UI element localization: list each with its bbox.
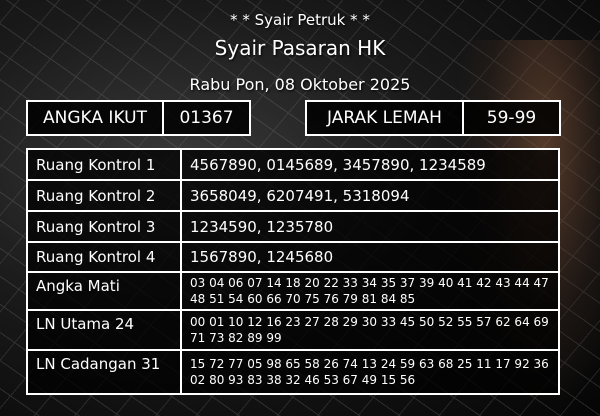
row-value: 00 01 10 12 16 23 27 28 29 30 33 45 50 5… <box>180 309 560 351</box>
row-label: LN Utama 24 <box>26 309 182 351</box>
jarak-lemah-box: JARAK LEMAH 59-99 <box>305 100 561 136</box>
jarak-lemah-value: 59-99 <box>486 108 537 128</box>
row-label: Ruang Kontrol 2 <box>26 179 182 212</box>
row-value: 03 04 06 07 14 18 20 22 33 34 35 37 39 4… <box>180 271 560 311</box>
row-value: 3658049, 6207491, 5318094 <box>180 179 560 212</box>
page-title: Syair Pasaran HK <box>214 36 386 60</box>
subtitle: * * Syair Petruk * * <box>230 11 370 29</box>
row-value: 4567890, 0145689, 3457890, 1234589 <box>180 148 560 181</box>
row-value: 15 72 77 05 98 65 58 26 74 13 24 59 63 6… <box>180 349 560 395</box>
row-value: 1234590, 1235780 <box>180 210 560 243</box>
table-row: Angka Mati 03 04 06 07 14 18 20 22 33 34 … <box>26 271 560 311</box>
table-row: Ruang Kontrol 4 1567890, 1245680 <box>26 241 560 273</box>
row-label: Ruang Kontrol 4 <box>26 241 182 273</box>
table-row: LN Utama 24 00 01 10 12 16 23 27 28 29 30… <box>26 309 560 351</box>
table-row: Ruang Kontrol 1 4567890, 0145689, 3457890… <box>26 148 560 181</box>
table-row: Ruang Kontrol 2 3658049, 6207491, 5318094 <box>26 179 560 212</box>
row-label: Ruang Kontrol 1 <box>26 148 182 181</box>
syair-table: Ruang Kontrol 1 4567890, 0145689, 3457890… <box>26 148 560 395</box>
row-label: Angka Mati <box>26 271 182 311</box>
table-row: Ruang Kontrol 3 1234590, 1235780 <box>26 210 560 243</box>
row-label: Ruang Kontrol 3 <box>26 210 182 243</box>
row-value: 1567890, 1245680 <box>180 241 560 273</box>
angka-ikut-label: ANGKA IKUT <box>28 102 164 134</box>
angka-ikut-value: 01367 <box>179 108 234 128</box>
angka-ikut-box: ANGKA IKUT 01367 <box>26 100 251 136</box>
date: Rabu Pon, 08 Oktober 2025 <box>189 75 411 94</box>
jarak-lemah-label: JARAK LEMAH <box>307 102 464 134</box>
table-row: LN Cadangan 31 15 72 77 05 98 65 58 26 74… <box>26 349 560 395</box>
row-label: LN Cadangan 31 <box>26 349 182 395</box>
